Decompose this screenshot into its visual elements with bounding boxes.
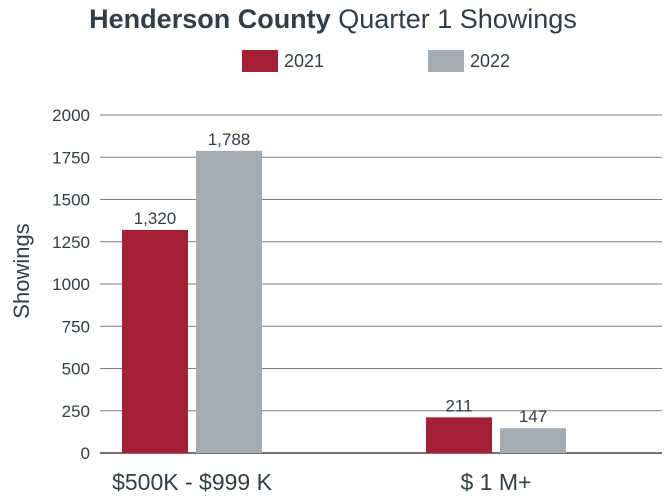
chart-title-bold: Henderson County — [89, 4, 331, 34]
data-label-2021-1: 211 — [445, 396, 472, 415]
y-tick-label-1000: 1000 — [52, 275, 90, 294]
legend-label-2021: 2021 — [284, 50, 325, 71]
y-tick-label-1250: 1250 — [52, 233, 90, 252]
bar-2021-1 — [426, 417, 492, 453]
bar-2022-0 — [196, 150, 262, 453]
legend-swatch-2022 — [428, 50, 464, 72]
x-category-label-0: $500K - $999 K — [112, 469, 273, 495]
data-label-2021-0: 1,320 — [134, 209, 177, 228]
bar-2022-1 — [500, 428, 566, 453]
legend-swatch-2021 — [242, 50, 278, 72]
x-category-label-1: $ 1 M+ — [461, 469, 532, 495]
y-tick-label-500: 500 — [62, 360, 90, 379]
chart-title: Henderson County Quarter 1 Showings — [0, 4, 666, 35]
y-tick-label-2000: 2000 — [52, 106, 90, 125]
chart-title-rest: Quarter 1 Showings — [338, 4, 577, 34]
legend-item-2021: 2021 — [242, 50, 324, 72]
legend: 2021 2022 — [0, 50, 666, 76]
y-tick-label-0: 0 — [81, 444, 90, 463]
bar-2021-0 — [122, 229, 188, 453]
y-tick-label-250: 250 — [62, 402, 90, 421]
y-tick-label-1500: 1500 — [52, 191, 90, 210]
data-label-2022-0: 1,788 — [208, 130, 251, 149]
legend-label-2022: 2022 — [470, 50, 511, 71]
legend-item-2022: 2022 — [428, 50, 510, 72]
data-label-2022-1: 147 — [519, 407, 547, 426]
y-tick-label-750: 750 — [62, 317, 90, 336]
y-tick-label-1750: 1750 — [52, 148, 90, 167]
